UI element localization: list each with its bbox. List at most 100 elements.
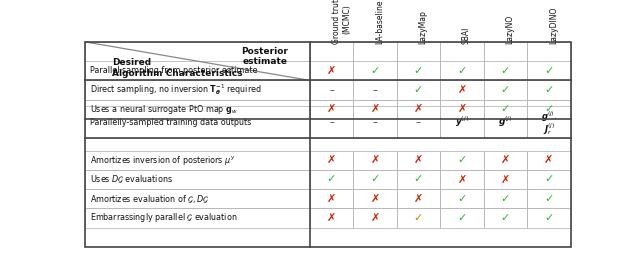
Text: ✗: ✗ (371, 213, 380, 223)
Bar (484, 151, 527, 170)
Text: ✓: ✓ (500, 213, 510, 223)
Text: ✓: ✓ (457, 213, 467, 223)
Text: Amortizes evaluation of $\mathcal{G}, D\mathcal{G}$: Amortizes evaluation of $\mathcal{G}, D\… (90, 193, 209, 205)
Text: ✓: ✓ (413, 85, 423, 95)
Text: ✗: ✗ (457, 104, 467, 114)
Bar (484, 42, 527, 80)
Text: ✓: ✓ (371, 174, 380, 184)
Text: Direct sampling, no inversion $\mathbf{T}_{\boldsymbol{\theta}}^{-1}$ required: Direct sampling, no inversion $\mathbf{T… (90, 83, 262, 97)
Text: ✓: ✓ (371, 66, 380, 76)
Text: ✗: ✗ (500, 174, 510, 184)
Text: LazyMap: LazyMap (419, 10, 428, 44)
Bar (440, 208, 484, 228)
Text: Ground truth
(MCMC): Ground truth (MCMC) (332, 0, 351, 44)
Text: ✓: ✓ (327, 174, 336, 184)
Bar (527, 100, 571, 119)
Bar (85, 42, 310, 80)
Text: ✓: ✓ (500, 66, 510, 76)
Bar (484, 61, 527, 80)
Bar (440, 106, 484, 138)
Text: ✓: ✓ (500, 85, 510, 95)
Text: LazyDINO: LazyDINO (549, 7, 558, 44)
Text: Desired
Algorithm Characteristics: Desired Algorithm Characteristics (113, 58, 243, 78)
Bar (527, 189, 571, 208)
Text: ✓: ✓ (544, 104, 554, 114)
Text: $\boldsymbol{y}^{(j)}$: $\boldsymbol{y}^{(j)}$ (455, 115, 469, 129)
Bar (484, 80, 527, 100)
Bar (527, 106, 571, 138)
Text: ✗: ✗ (413, 104, 423, 114)
Text: ✓: ✓ (500, 104, 510, 114)
Bar (527, 42, 571, 80)
Bar (440, 151, 484, 170)
Text: Uses $D\mathcal{G}$ evaluations: Uses $D\mathcal{G}$ evaluations (90, 174, 173, 186)
Text: Embarrassingly parallel $\mathcal{G}$ evaluation: Embarrassingly parallel $\mathcal{G}$ ev… (90, 211, 237, 224)
Bar (397, 151, 440, 170)
Bar (484, 100, 527, 119)
Text: ✗: ✗ (457, 85, 467, 95)
Bar (353, 208, 397, 228)
Text: SBAI: SBAI (462, 27, 471, 44)
Bar (310, 151, 353, 170)
Bar (353, 170, 397, 189)
Bar (310, 106, 353, 138)
Bar (310, 80, 353, 100)
Text: ✓: ✓ (413, 213, 423, 223)
Bar (440, 170, 484, 189)
Text: ✓: ✓ (413, 66, 423, 76)
Bar (440, 100, 484, 119)
Bar (440, 61, 484, 80)
Bar (353, 42, 397, 80)
Bar (353, 61, 397, 80)
Text: ✗: ✗ (371, 155, 380, 165)
Bar (353, 100, 397, 119)
Bar (85, 80, 310, 100)
Bar (440, 189, 484, 208)
Text: $\boldsymbol{g}^{(j)}$: $\boldsymbol{g}^{(j)}$ (498, 115, 513, 129)
Text: ✓: ✓ (544, 66, 554, 76)
Text: ✗: ✗ (327, 213, 336, 223)
Text: ✗: ✗ (371, 104, 380, 114)
Bar (527, 80, 571, 100)
Text: ✗: ✗ (500, 155, 510, 165)
Bar (484, 208, 527, 228)
Text: LazyNO: LazyNO (506, 15, 515, 44)
Text: –: – (329, 85, 334, 95)
Bar (353, 151, 397, 170)
Text: ✗: ✗ (327, 194, 336, 204)
Text: ✓: ✓ (500, 194, 510, 204)
Bar (527, 208, 571, 228)
Text: ✓: ✓ (544, 194, 554, 204)
Bar (484, 189, 527, 208)
Bar (85, 100, 310, 119)
Text: ✓: ✓ (413, 174, 423, 184)
Text: ✓: ✓ (457, 155, 467, 165)
Text: ✗: ✗ (457, 174, 467, 184)
Text: –: – (372, 117, 378, 127)
Text: ✓: ✓ (544, 213, 554, 223)
Text: –: – (372, 85, 378, 95)
Text: ✓: ✓ (544, 174, 554, 184)
Bar (353, 189, 397, 208)
Text: Amortizes inversion of posteriors $\mu^y$: Amortizes inversion of posteriors $\mu^y… (90, 154, 236, 167)
Text: ✗: ✗ (327, 155, 336, 165)
Text: –: – (416, 117, 421, 127)
Bar (85, 151, 310, 170)
Text: ✓: ✓ (544, 85, 554, 95)
Text: LA-baseline: LA-baseline (375, 0, 384, 44)
Bar (440, 80, 484, 100)
Bar (440, 42, 484, 80)
Text: ✗: ✗ (327, 104, 336, 114)
Text: Posterior
estimate: Posterior estimate (241, 47, 289, 66)
Text: ✗: ✗ (371, 194, 380, 204)
Bar (397, 189, 440, 208)
Bar (484, 170, 527, 189)
Text: Parallelly-sampled training data outputs: Parallelly-sampled training data outputs (90, 118, 252, 127)
Text: $\boldsymbol{g}^{(j)},$: $\boldsymbol{g}^{(j)},$ (541, 109, 557, 124)
Bar (85, 106, 310, 138)
Bar (353, 80, 397, 100)
Bar (85, 170, 310, 189)
Bar (397, 208, 440, 228)
Text: ✓: ✓ (457, 194, 467, 204)
Bar (397, 61, 440, 80)
